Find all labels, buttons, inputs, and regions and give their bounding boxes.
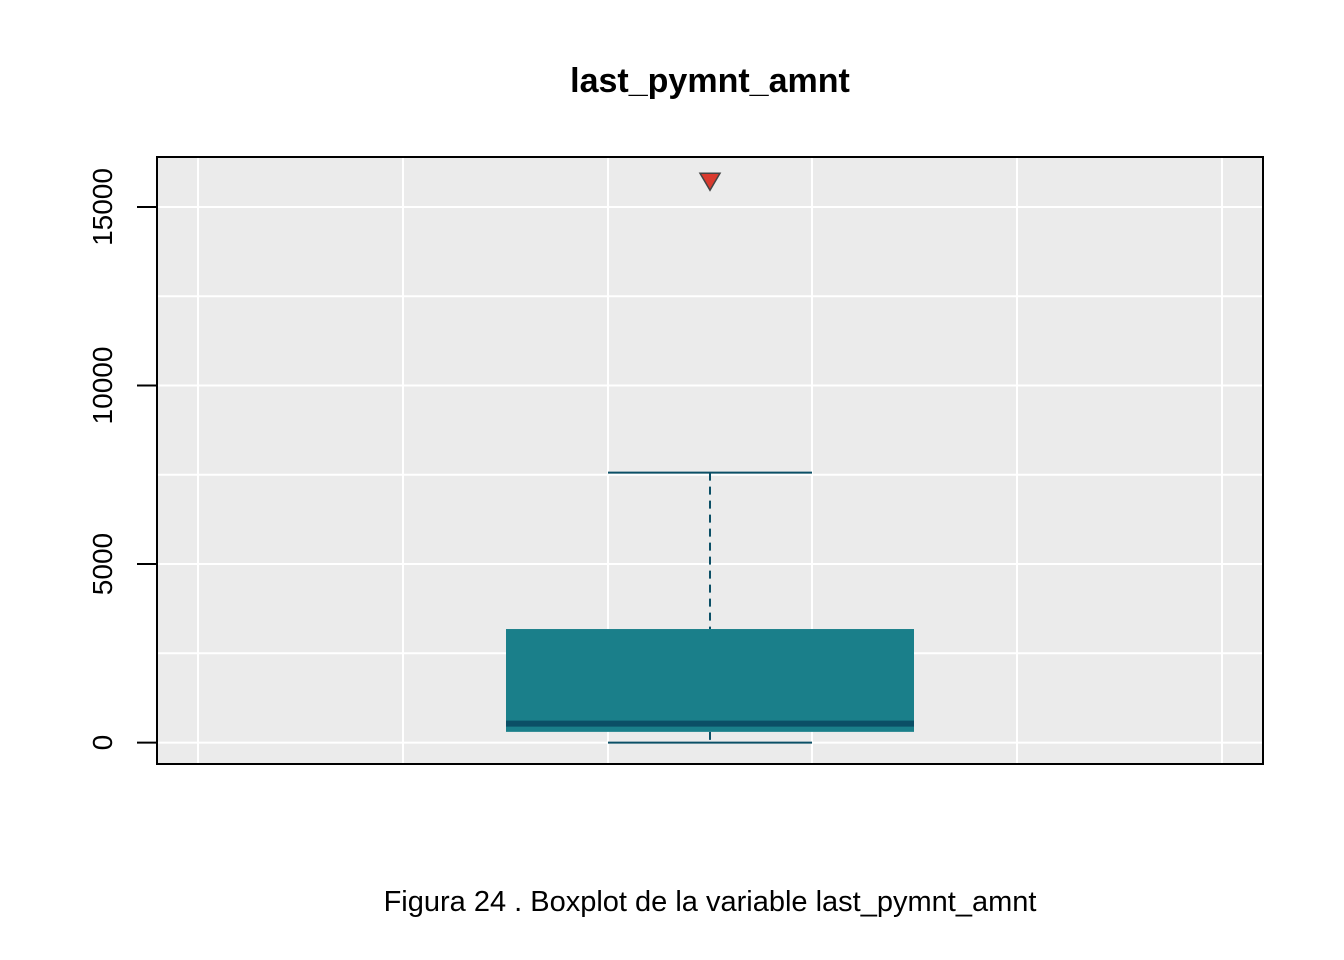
y-tick-label: 15000 [87, 168, 118, 246]
y-tick-label: 5000 [87, 533, 118, 595]
chart-title: last_pymnt_amnt [570, 62, 850, 100]
figure-caption: Figura 24 . Boxplot de la variable last_… [384, 886, 1037, 918]
outlier-point [698, 172, 722, 192]
y-axis: 0 5000 10000 15000 [87, 168, 157, 750]
boxplot [506, 172, 914, 744]
y-tick-label: 0 [87, 735, 118, 751]
y-tick-label: 10000 [87, 347, 118, 425]
iqr-box [506, 629, 914, 732]
plot-border [156, 156, 1264, 765]
